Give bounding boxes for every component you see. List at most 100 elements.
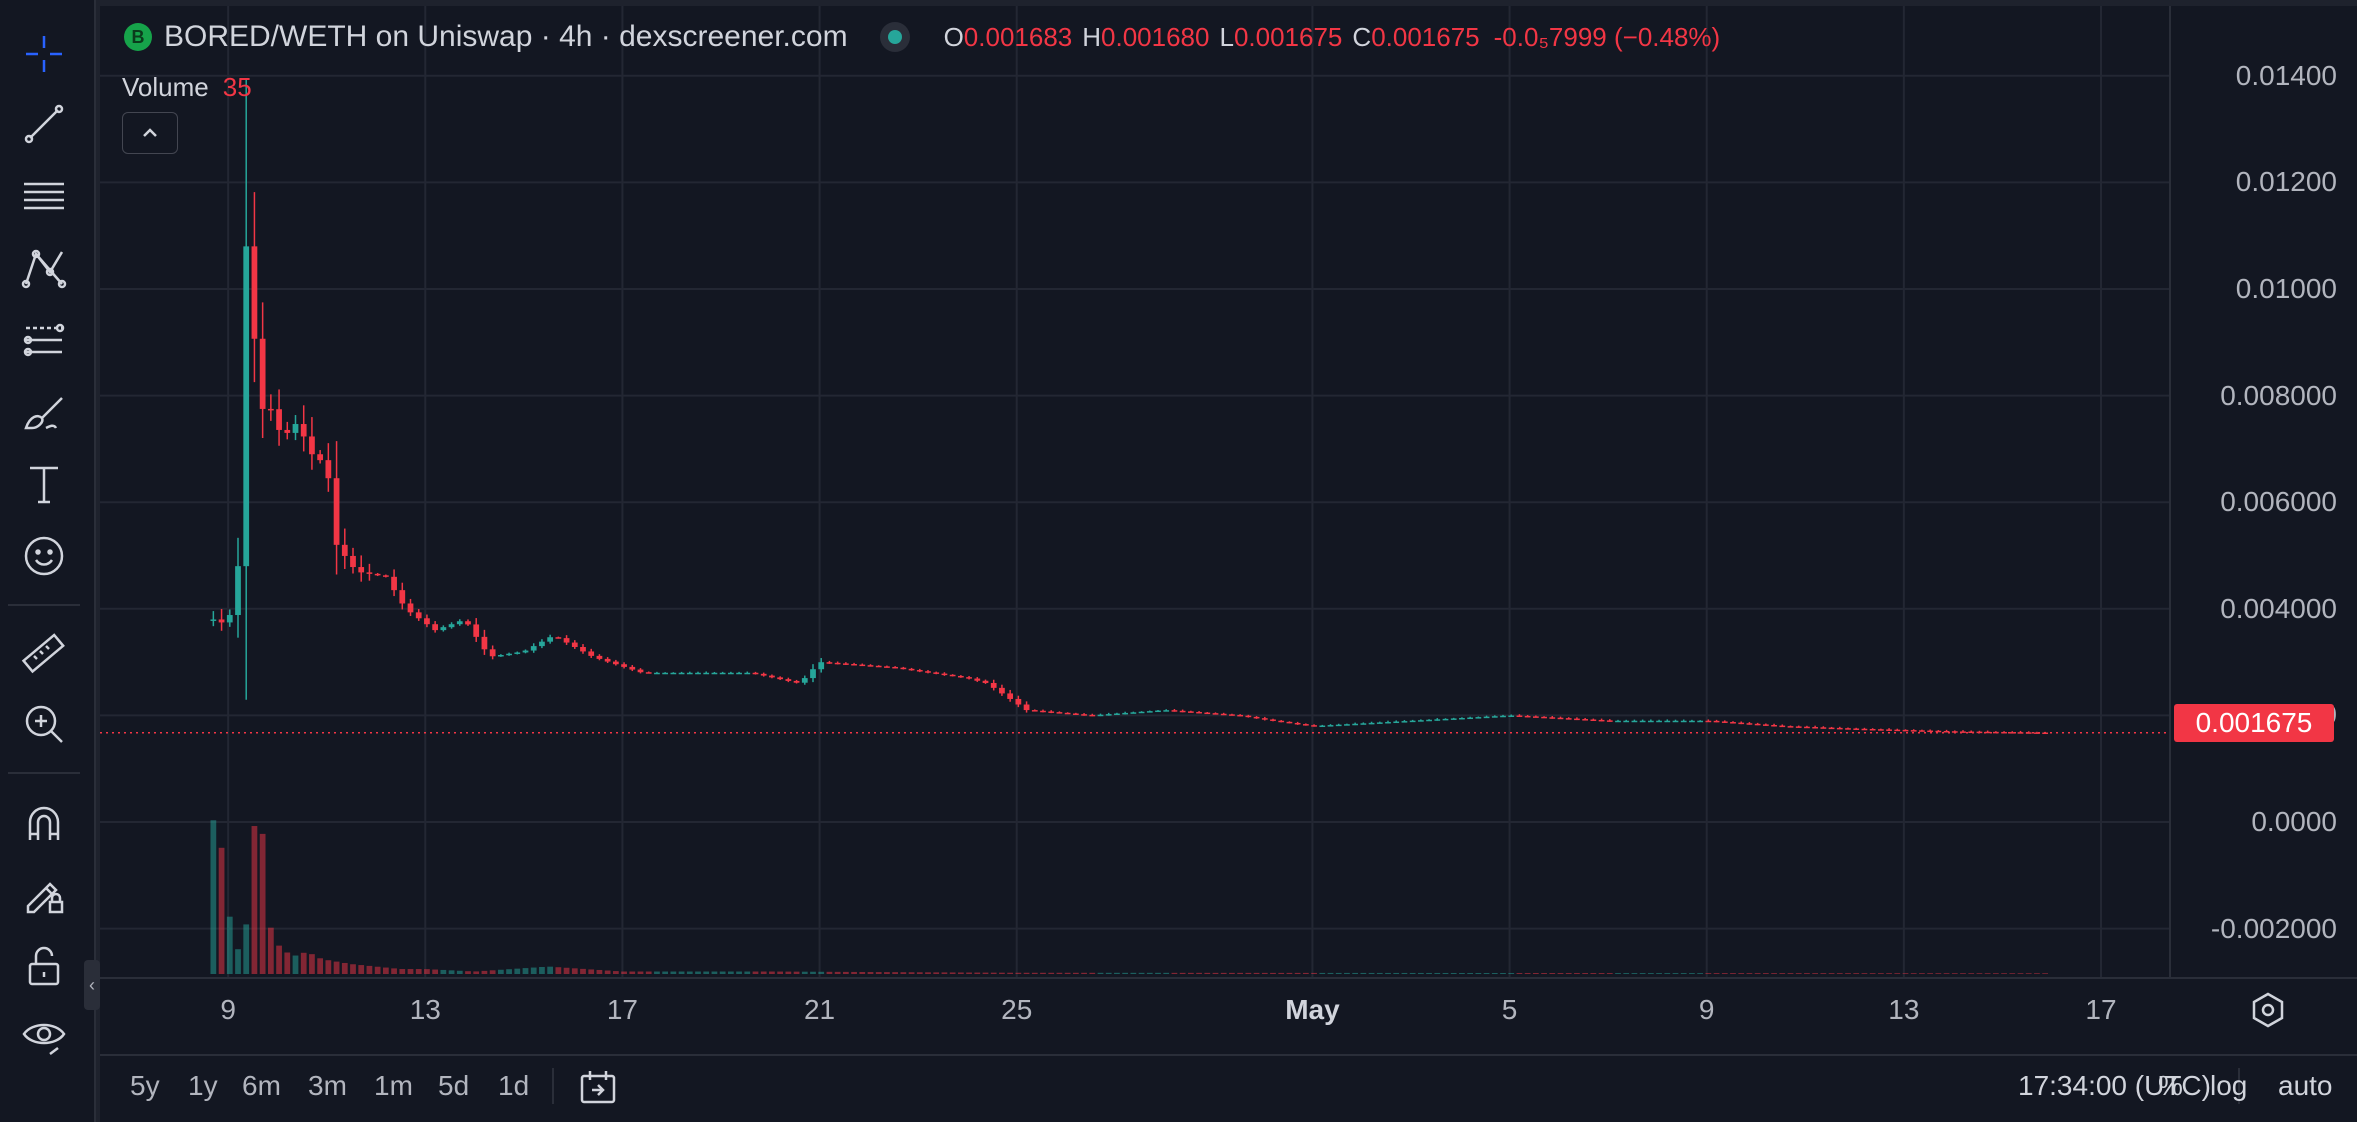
candle-body (1327, 725, 1334, 727)
pattern-icon[interactable] (18, 242, 70, 294)
volume-bar (415, 969, 422, 974)
volume-bar (949, 972, 956, 974)
candle-body (834, 662, 841, 665)
volume-bar (1902, 973, 1909, 974)
forecast-icon[interactable] (18, 314, 70, 366)
status-dot-button[interactable] (879, 22, 910, 52)
volume-bar (1508, 973, 1515, 974)
eye-icon[interactable] (18, 1010, 70, 1062)
collapse-legend-button[interactable] (122, 112, 178, 154)
volume-bar (1927, 973, 1934, 974)
volume-bar (1647, 973, 1654, 974)
log-scale-button[interactable]: log (2210, 1070, 2248, 1101)
volume-bar (1828, 973, 1835, 974)
volume-bar (1163, 972, 1170, 974)
range-3m-button[interactable]: 3m (308, 1070, 347, 1101)
candle-body (1935, 730, 1942, 733)
volume-bar (1286, 972, 1293, 974)
change-value: -0.0₅7999 (−0.48%) (1493, 21, 1721, 52)
ruler-icon[interactable] (18, 628, 70, 680)
volume-bar (514, 968, 521, 974)
candle-body (309, 436, 315, 455)
brush-icon[interactable] (18, 386, 70, 438)
volume-bar (1130, 972, 1137, 974)
price-tick-label: 0.01000 (2235, 273, 2337, 304)
time-tick-label: 25 (1001, 994, 1033, 1025)
last-price-label: 0.001675 (2174, 704, 2334, 742)
volume-bar (1360, 972, 1367, 974)
candle-body (1656, 720, 1662, 723)
candle-body (1401, 721, 1408, 723)
candle-body (530, 646, 537, 651)
volume-bar (1754, 973, 1761, 974)
candle-body (448, 624, 455, 628)
unlock-icon[interactable] (18, 940, 70, 992)
candle-body (859, 664, 866, 667)
candle-body (941, 673, 948, 676)
candle-body (580, 646, 586, 652)
volume-bar (2009, 973, 2016, 974)
range-1y-button[interactable]: 1y (188, 1070, 218, 1101)
range-5y-button[interactable]: 5y (130, 1070, 160, 1101)
candle-body (892, 666, 899, 669)
volume-bar (366, 965, 373, 974)
candle-body (1861, 728, 1868, 731)
candle-body (1376, 722, 1383, 724)
range-1m-button[interactable]: 1m (374, 1070, 413, 1101)
volume-bar (686, 971, 693, 974)
candle-body (276, 409, 282, 430)
volume-bar (1557, 973, 1564, 974)
volume-bar (1869, 973, 1876, 974)
volume-value: 35 (222, 72, 252, 102)
text-icon[interactable] (18, 458, 70, 510)
candle-body (1623, 720, 1630, 723)
percent-scale-button[interactable]: % (2158, 1070, 2183, 1101)
candle-body (1582, 719, 1589, 721)
goto-date-icon[interactable] (578, 1068, 618, 1106)
candle-body (235, 566, 241, 616)
candle-body (1845, 728, 1851, 730)
range-1d-button[interactable]: 1d (498, 1070, 530, 1101)
candle-body (251, 246, 258, 339)
volume-bar (621, 971, 627, 974)
magnet-icon[interactable] (18, 798, 70, 850)
volume-bar (1401, 972, 1408, 974)
candle-body (1130, 712, 1137, 714)
candle-body (1508, 715, 1515, 717)
volume-bar (399, 969, 406, 974)
volume-bar (1459, 972, 1465, 974)
candle-body (1385, 721, 1391, 724)
volume-bar (1886, 973, 1892, 974)
volume-bar (1631, 973, 1638, 974)
volume-bar (1015, 972, 1022, 974)
volume-bar (1467, 972, 1474, 974)
candle-body (736, 672, 742, 675)
lock-pencil-icon[interactable] (18, 868, 70, 920)
volume-bar (1311, 972, 1317, 974)
price-chart[interactable] (100, 6, 2357, 1054)
candle-body (1812, 727, 1819, 729)
crosshair-icon[interactable] (18, 28, 70, 80)
range-6m-button[interactable]: 6m (242, 1070, 281, 1101)
volume-bar (432, 969, 439, 974)
zoom-in-icon[interactable] (18, 698, 70, 750)
collapse-toolbar-handle[interactable]: ‹ (84, 960, 100, 1010)
candle-body (719, 672, 726, 675)
token-logo-icon: B (124, 23, 152, 51)
range-5d-button[interactable]: 5d (438, 1070, 470, 1101)
candle-body (1606, 720, 1613, 722)
utc-clock[interactable]: 17:34:00 (UTC) (2018, 1070, 2211, 1101)
auto-scale-button[interactable]: auto (2278, 1070, 2333, 1101)
emoji-icon[interactable] (18, 530, 70, 582)
trend-line-icon[interactable] (18, 98, 70, 150)
volume-bar (966, 972, 972, 974)
volume-bar (1204, 972, 1211, 974)
fib-lines-icon[interactable] (18, 170, 70, 222)
candle-body (596, 655, 603, 659)
volume-bar (744, 971, 751, 974)
chart-area[interactable] (100, 6, 2357, 1122)
candle-body (1886, 729, 1892, 731)
settings-gear-icon[interactable] (2248, 990, 2288, 1030)
candle-body (1598, 719, 1605, 722)
candle-body (1212, 713, 1219, 715)
